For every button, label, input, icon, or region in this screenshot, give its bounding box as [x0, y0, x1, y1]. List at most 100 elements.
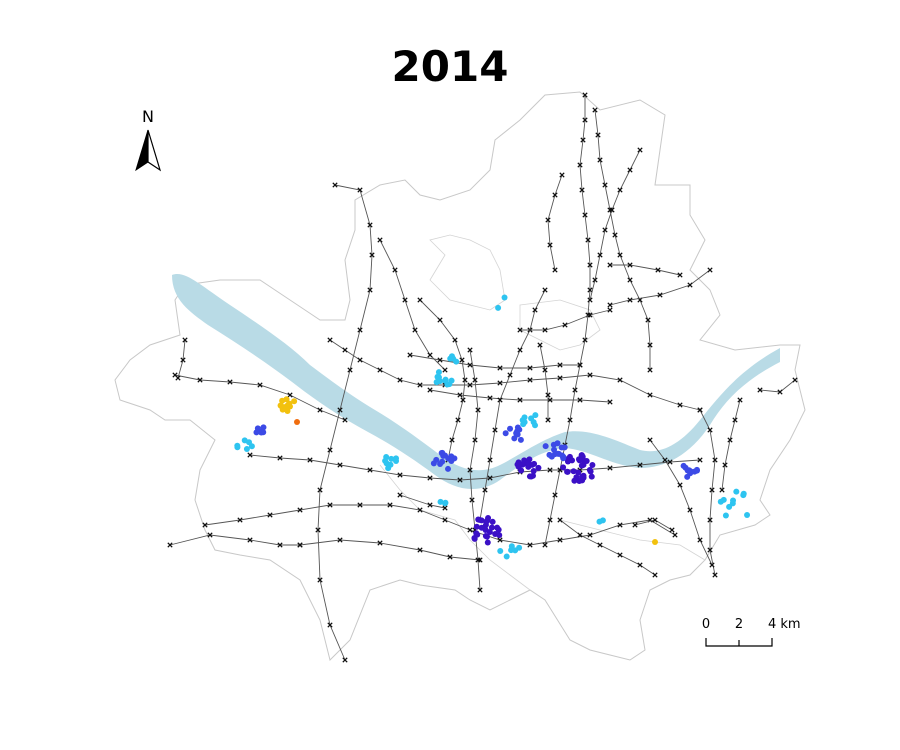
subway-line [589, 149, 641, 301]
data-point [554, 450, 561, 457]
data-point [551, 446, 558, 453]
data-point [495, 304, 502, 311]
station-marker [617, 187, 623, 193]
station-marker [417, 547, 423, 553]
station-marker [592, 277, 598, 283]
data-point [482, 526, 489, 533]
data-point [518, 467, 525, 474]
map-title: 2014 [391, 42, 509, 91]
data-point [385, 465, 392, 472]
station-marker [449, 437, 455, 443]
data-point [740, 490, 747, 497]
station-marker [697, 407, 703, 413]
station-marker [247, 537, 253, 543]
data-point [687, 470, 694, 477]
data-point [258, 429, 265, 436]
station-marker [577, 397, 583, 403]
station-marker [267, 512, 273, 518]
station-marker [202, 522, 208, 528]
scale-bar [705, 638, 773, 647]
station-marker [357, 357, 363, 363]
station-marker [709, 487, 715, 493]
station-marker [527, 377, 533, 383]
station-marker [247, 452, 253, 458]
station-marker [377, 540, 383, 546]
subway-line [559, 519, 656, 576]
data-point [502, 430, 509, 437]
station-marker [427, 475, 433, 481]
data-point [579, 473, 586, 480]
north-arrow-icon [135, 129, 149, 172]
data-point [532, 412, 539, 419]
subway-line [594, 109, 651, 370]
station-marker [452, 337, 458, 343]
station-marker [637, 562, 643, 568]
station-marker [545, 417, 551, 423]
station-marker [287, 392, 293, 398]
station-marker [662, 457, 668, 463]
station-marker [577, 162, 583, 168]
station-marker [527, 542, 533, 548]
station-marker [645, 317, 651, 323]
station-marker [737, 397, 743, 403]
station-marker [547, 517, 553, 523]
data-point [554, 440, 561, 447]
data-point [589, 461, 596, 468]
station-marker [457, 477, 463, 483]
station-marker [315, 527, 321, 533]
data-point [246, 439, 253, 446]
station-marker [369, 252, 375, 258]
district-boundary [559, 519, 706, 561]
station-marker [627, 297, 633, 303]
station-marker [607, 302, 613, 308]
data-point [430, 460, 437, 467]
station-marker [427, 502, 433, 508]
station-marker [542, 287, 548, 293]
station-marker [347, 367, 353, 373]
station-marker [577, 532, 583, 538]
data-point [294, 419, 300, 425]
scale-bar-label: 4 km [768, 617, 801, 632]
station-marker [167, 542, 173, 548]
station-marker [542, 327, 548, 333]
station-marker [357, 327, 363, 333]
station-marker [647, 437, 653, 443]
station-marker [457, 392, 463, 398]
station-marker [582, 117, 588, 123]
station-marker [712, 457, 718, 463]
station-marker [607, 307, 613, 313]
station-marker [417, 507, 423, 513]
station-marker [442, 505, 448, 511]
data-point [388, 455, 395, 462]
station-marker [587, 532, 593, 538]
station-marker [722, 462, 728, 468]
station-marker [307, 457, 313, 463]
station-marker [632, 522, 638, 528]
station-marker [655, 267, 661, 273]
station-marker [377, 367, 383, 373]
station-marker [467, 347, 473, 353]
district-boundary [519, 299, 601, 351]
station-marker [277, 542, 283, 548]
data-point [473, 530, 480, 537]
data-point [448, 458, 455, 465]
station-marker [687, 507, 693, 513]
station-marker [557, 517, 563, 523]
station-marker [602, 182, 608, 188]
station-marker [602, 227, 608, 233]
station-marker [442, 367, 448, 373]
station-marker [707, 427, 713, 433]
station-marker [542, 367, 548, 373]
station-marker [387, 502, 393, 508]
data-point [535, 464, 542, 471]
station-marker [342, 657, 348, 663]
data-point [437, 498, 444, 505]
station-marker [317, 487, 323, 493]
station-marker [577, 362, 583, 368]
station-marker [592, 107, 598, 113]
subway-line [539, 344, 549, 420]
station-marker [567, 417, 573, 423]
station-marker [552, 192, 558, 198]
station-marker [547, 467, 553, 473]
station-marker [427, 387, 433, 393]
